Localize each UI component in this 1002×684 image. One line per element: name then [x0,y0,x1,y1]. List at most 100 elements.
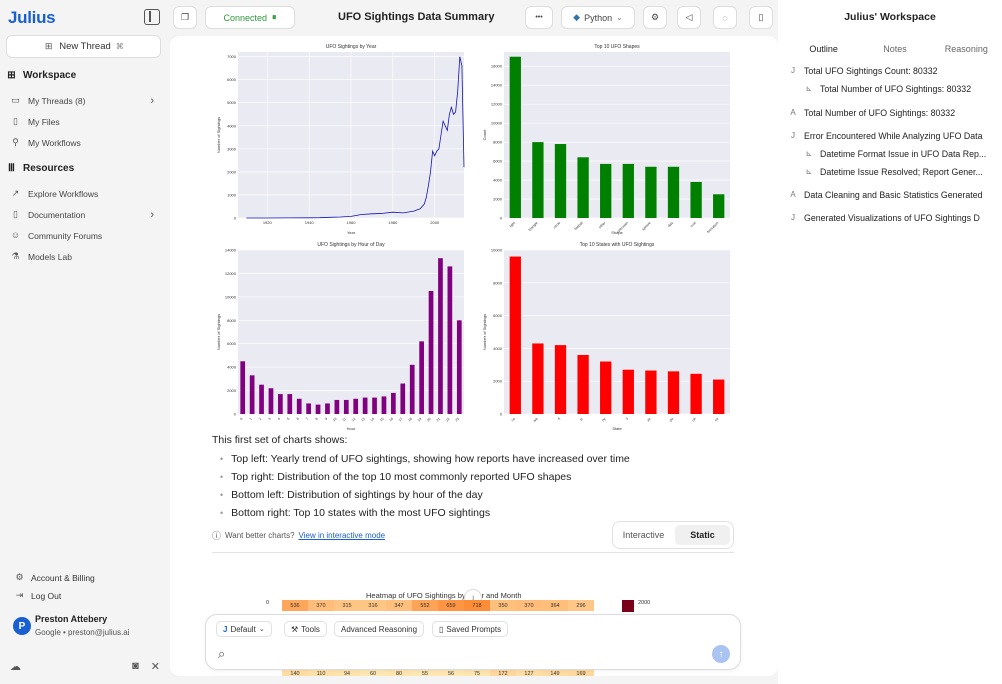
x-tick-label: 3 [267,417,271,421]
message-composer[interactable]: J Default ⌄ ⚒ Tools Advanced Reasoning ▯… [205,614,741,670]
new-thread-button[interactable]: ⊞ New Thread ⌘ [6,35,161,58]
sidebar-item-documentation[interactable]: ▯ Documentation › [10,209,158,221]
outline-item[interactable]: ⊾ Datetime Issue Resolved; Report Gener..… [804,167,983,177]
outline-item[interactable]: J Error Encountered While Analyzing UFO D… [788,131,982,141]
x-tick-label: il [625,417,629,421]
connected-label: Connected [223,12,268,23]
outline-item[interactable]: ⊾ Datetime Format Issue in UFO Data Rep..… [804,149,987,159]
tab-reasoning[interactable]: Reasoning [944,44,988,54]
sidebar-item-my-files[interactable]: ▯ My Files [10,116,158,127]
avatar[interactable]: P [13,617,31,635]
bar [343,399,349,414]
bar [645,166,657,218]
tab-notes[interactable]: Notes [883,44,907,54]
attach-icon[interactable]: ⌕ [218,646,226,661]
outline-item[interactable]: A Total Number of UFO Sightings: 80332 [788,108,955,118]
list-item: • Top left: Yearly trend of UFO sightings… [220,452,630,470]
advanced-reasoning-button[interactable]: Advanced Reasoning [334,621,425,637]
grid-icon: ⊞ [7,70,16,81]
bar [391,392,396,414]
sidebar-item-my-workflows[interactable]: ⚲ My Workflows [10,137,158,148]
send-button[interactable]: ↑ [712,645,730,663]
tools-button[interactable]: ⚒ Tools [284,621,327,637]
heatmap-cell: 364 [542,600,568,611]
y-tick-label: 7000 [227,54,237,59]
heatmap-cell: 659 [438,600,464,611]
sidebar-item-my-threads[interactable]: ▭ My Threads (8) › [10,95,158,107]
toggle-interactive-button[interactable]: Interactive [622,530,665,540]
y-axis-label: Count [482,129,487,141]
outline-item[interactable]: ⊾ Total Number of UFO Sightings: 80332 [804,84,971,94]
sidebar-item-community-forums[interactable]: ☺ Community Forums [10,230,158,241]
sidebar-item-explore-workflows[interactable]: ↗ Explore Workflows [10,188,158,199]
julius-logo[interactable]: Julius [8,8,56,27]
outline-item[interactable]: A Data Cleaning and Basic Statistics Gene… [788,190,982,200]
x-tick-label: oval [689,221,697,229]
discord-icon[interactable]: ◙ [132,660,139,672]
users-icon: ☺ [10,230,21,240]
resources-section-header: Ⅲ Resources [6,163,74,174]
bar [409,364,415,414]
heatmap-row: 536 370 315 316 347 552 659 718 350 370 364 296 [282,600,594,611]
bar [428,291,434,414]
heatmap-cell: 296 [568,600,594,611]
model-select[interactable]: J Default ⌄ [216,621,272,637]
account-billing-link[interactable]: ⚙ Account & Billing [14,572,94,583]
announcements-button[interactable]: ◁ [677,6,701,29]
bullet-text: Top left: Yearly trend of UFO sightings,… [231,453,630,465]
y-tick-label: 14000 [225,248,237,253]
x-tick-label: 13 [360,417,366,423]
feedback-button[interactable]: ◌ [713,6,737,29]
y-tick-label: 10000 [225,294,237,299]
bar [600,361,612,414]
chat-area: UFO Sightings by Year 0 1000 2000 3000 4000 50… [170,36,778,676]
outline-glyph-icon: A [790,108,796,117]
trend-icon: ↗ [11,188,20,198]
toggle-static-button[interactable]: Static [675,525,730,545]
new-thread-shortcut: ⌘ [115,42,124,51]
arrow-down-icon: ↓ [470,592,476,604]
log-out-link[interactable]: ⇥ Log Out [14,590,62,601]
y-tick-label: 14000 [491,83,503,88]
more-options-button[interactable]: ••• [525,6,553,29]
outline-item[interactable]: J Generated Visualizations of UFO Sightin… [788,213,980,223]
cloud-icon[interactable]: ☁ [10,661,21,673]
x-tick-label: 6 [296,417,300,421]
toggle-workspace-button[interactable]: ▯ [749,6,773,29]
bar [645,370,657,414]
heatmap-cell: 56 [438,668,464,676]
saved-prompts-button[interactable]: ▯ Saved Prompts [432,621,509,637]
tools-label: Tools [301,624,320,634]
x-icon[interactable]: ✕ [150,661,160,673]
collapse-sidebar-icon[interactable] [144,9,160,25]
outline-item[interactable]: J Total UFO Sightings Count: 80332 [788,66,938,76]
language-select[interactable]: ◆ Python ⌄ [561,6,635,29]
interactive-mode-link[interactable]: View in interactive mode [298,531,386,540]
tab-outline[interactable]: Outline [809,44,838,54]
new-thread-label: New Thread [59,41,111,52]
y-tick-label: 8000 [493,140,503,145]
bar [690,181,702,218]
sidebar-item-models-lab[interactable]: ⚗ Models Lab [10,251,158,262]
heatmap-row-label: 0 [266,600,270,606]
x-tick-label: 4 [277,417,281,421]
better-charts-hint: ⓘ Want better charts? View in interactiv… [212,529,385,542]
y-tick-label: 2000 [493,197,503,202]
bar [325,403,330,414]
copy-button[interactable]: ❐ [173,6,197,29]
y-tick-label: 2000 [227,388,237,393]
chart-svg: Top 10 States with UFO Sightings 0 2000 400… [482,242,730,431]
settings-button[interactable]: ⚙ [643,6,667,29]
x-tick-label: pa [669,417,675,423]
heatmap-cell: 370 [308,600,334,611]
heatmap-cell: 55 [412,668,438,676]
x-tick-label: ca [511,417,516,422]
connection-status-button[interactable]: Connected ⏸ [205,6,295,29]
bar [600,163,612,218]
bullet-text: Top right: Distribution of the top 10 mo… [231,471,572,483]
wrench-icon: ⚒ [291,624,299,634]
more-icon: ••• [535,14,543,21]
heatmap-cell: 316 [360,600,386,611]
x-tick-label: triangle [528,221,539,232]
bar [353,398,359,414]
